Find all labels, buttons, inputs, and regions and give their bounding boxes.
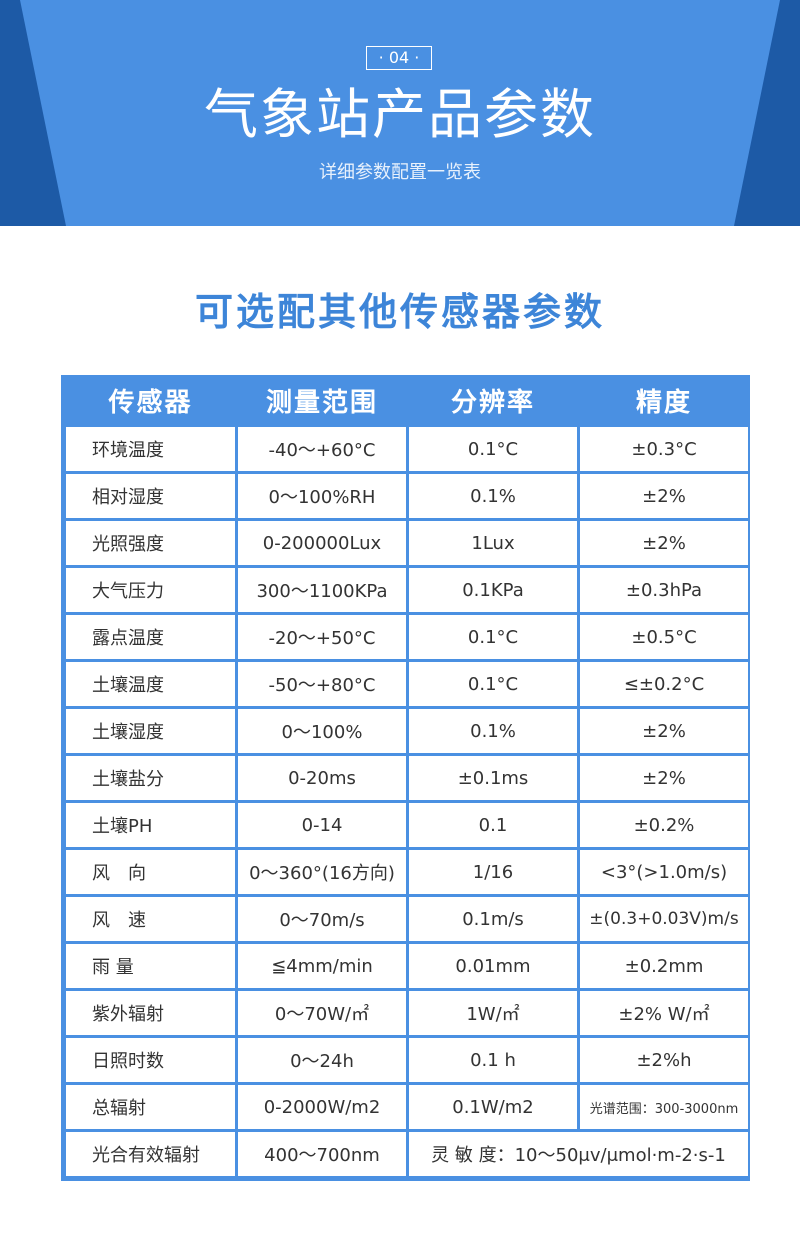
sensor-name: 光照强度 [66,521,235,565]
table-row: 大气压力 300～1100KPa 0.1KPa ±0.3hPa [66,568,748,612]
accuracy: ±(0.3+0.03V)m/s [580,897,748,941]
measure-range: 0-200000Lux [238,521,406,565]
header-range: 测量范围 [238,377,406,424]
table-row: 日照时数 0～24h 0.1 h ±2%h [66,1038,748,1082]
sensor-name: 土壤PH [66,803,235,847]
accuracy: ±0.3hPa [580,568,748,612]
table-row: 土壤温度 -50～+80°C 0.1°C ≤±0.2°C [66,662,748,706]
resolution: 0.1 h [409,1038,577,1082]
sensor-name: 环境温度 [66,427,235,471]
sensor-name: 紫外辐射 [66,991,235,1035]
banner-side-decoration [0,0,800,226]
header-sensor: 传感器 [66,377,235,424]
measure-range: 0～100% [238,709,406,753]
resolution: 0.1°C [409,662,577,706]
measure-range: 0-20ms [238,756,406,800]
table-row: 露点温度 -20～+50°C 0.1°C ±0.5°C [66,615,748,659]
accuracy: ±2% [580,709,748,753]
table-row: 土壤盐分 0-20ms ±0.1ms ±2% [66,756,748,800]
table-row: 光合有效辐射 400～700nm 灵 敏 度：10～50μv/μmol·m-2·… [66,1132,748,1176]
measure-range: ≦4mm/min [238,944,406,988]
table-row: 风 速 0～70m/s 0.1m/s ±(0.3+0.03V)m/s [66,897,748,941]
table-row: 风 向 0～360°(16方向) 1/16 <3°(>1.0m/s) [66,850,748,894]
resolution: 0.1% [409,709,577,753]
table-row: 土壤PH 0-14 0.1 ±0.2% [66,803,748,847]
resolution: ±0.1ms [409,756,577,800]
table-row: 总辐射 0-2000W/m2 0.1W/m2 光谱范围：300-3000nm [66,1085,748,1129]
resolution: 1Lux [409,521,577,565]
sensor-name: 雨 量 [66,944,235,988]
sensor-name: 风 向 [66,850,235,894]
measure-range: 0-14 [238,803,406,847]
table-row: 相对湿度 0～100%RH 0.1% ±2% [66,474,748,518]
measure-range: 0～100%RH [238,474,406,518]
measure-range: 0～70W/㎡ [238,991,406,1035]
accuracy: ±0.3°C [580,427,748,471]
section-number-badge: · 04 · [366,46,432,70]
sensor-name: 日照时数 [66,1038,235,1082]
measure-range: 300～1100KPa [238,568,406,612]
measure-range: 0～70m/s [238,897,406,941]
sensor-name: 大气压力 [66,568,235,612]
accuracy: ±2% [580,521,748,565]
sensor-name: 露点温度 [66,615,235,659]
accuracy: ±0.5°C [580,615,748,659]
table-row: 雨 量 ≦4mm/min 0.01mm ±0.2mm [66,944,748,988]
page-subtitle: 详细参数配置一览表 [319,162,481,183]
resolution: 0.1KPa [409,568,577,612]
sensor-name: 总辐射 [66,1085,235,1129]
accuracy: ±2% [580,756,748,800]
header-accuracy: 精度 [580,377,748,424]
sensor-name: 土壤盐分 [66,756,235,800]
resolution: 0.1°C [409,427,577,471]
accuracy: ±2% [580,474,748,518]
sensor-name: 土壤湿度 [66,709,235,753]
sensor-name: 土壤温度 [66,662,235,706]
accuracy: ±2% W/㎡ [580,991,748,1035]
accuracy: ±0.2% [580,803,748,847]
accuracy: ≤±0.2°C [580,662,748,706]
resolution: 0.1 [409,803,577,847]
table-header-row: 传感器 测量范围 分辨率 精度 [66,377,748,424]
section-title: 可选配其他传感器参数 [194,290,605,334]
table-row: 环境温度 -40～+60°C 0.1°C ±0.3°C [66,427,748,471]
header-resolution: 分辨率 [409,377,577,424]
header-banner: · 04 · 气象站产品参数 详细参数配置一览表 [0,0,800,226]
table-row: 土壤湿度 0～100% 0.1% ±2% [66,709,748,753]
resolution: 0.01mm [409,944,577,988]
measure-range: 0～24h [238,1038,406,1082]
measure-range: -50～+80°C [238,662,406,706]
resolution: 0.1W/m2 [409,1085,577,1129]
sensor-name: 相对湿度 [66,474,235,518]
sensitivity-merged-cell: 灵 敏 度：10～50μv/μmol·m-2·s-1 [409,1132,748,1176]
accuracy: 光谱范围：300-3000nm [580,1085,748,1129]
sensor-parameter-table: 传感器 测量范围 分辨率 精度 环境温度 -40～+60°C 0.1°C ±0.3°C… [61,375,750,1181]
measure-range: 400～700nm [238,1132,406,1176]
accuracy: ±2%h [580,1038,748,1082]
measure-range: -20～+50°C [238,615,406,659]
accuracy: <3°(>1.0m/s) [580,850,748,894]
measure-range: 0-2000W/m2 [238,1085,406,1129]
sensor-name: 风 速 [66,897,235,941]
table-row: 紫外辐射 0～70W/㎡ 1W/㎡ ±2% W/㎡ [66,991,748,1035]
page-title: 气象站产品参数 [204,83,596,146]
resolution: 0.1°C [409,615,577,659]
measure-range: 0～360°(16方向) [238,850,406,894]
sensor-name: 光合有效辐射 [66,1132,235,1176]
resolution: 0.1% [409,474,577,518]
measure-range: -40～+60°C [238,427,406,471]
table-row: 光照强度 0-200000Lux 1Lux ±2% [66,521,748,565]
resolution: 1/16 [409,850,577,894]
resolution: 0.1m/s [409,897,577,941]
accuracy: ±0.2mm [580,944,748,988]
resolution: 1W/㎡ [409,991,577,1035]
